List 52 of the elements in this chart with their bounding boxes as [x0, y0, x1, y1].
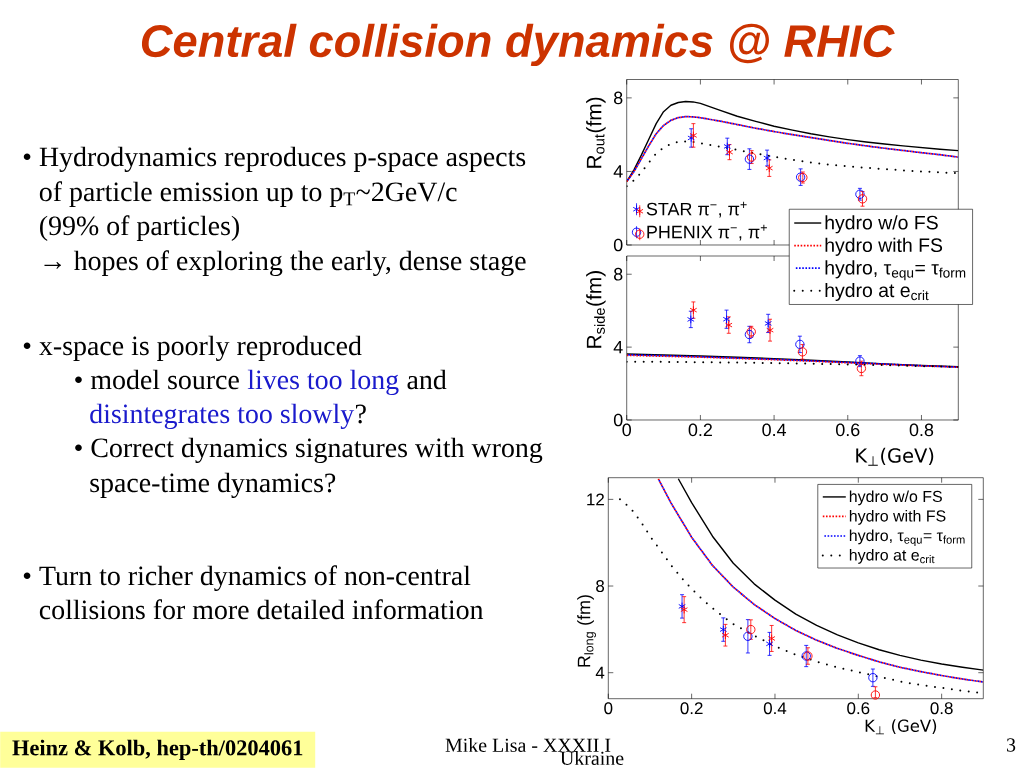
legend-label: hydro w/o FS [849, 490, 942, 506]
text: • Turn to richer dynamics of non-central [23, 565, 471, 592]
y-tick-label: 4 [613, 340, 623, 354]
legend-label: hydro, τ$_{equ}$= τ$_{form}$ [849, 529, 965, 546]
y-tick-label: 8 [614, 91, 623, 105]
text: and [407, 369, 447, 390]
legend-label: STAR π$^{−}$, π$^{+}$ [646, 201, 747, 218]
x-axis-title: K$_{⊥}$(GeV) [856, 447, 934, 466]
legend-label: hydro at e$_{crit}$ [849, 549, 935, 564]
text: of particle emission up to p$_{T}$~2GeV/c [39, 181, 457, 207]
x-axis-title: K$_{⊥}$ (GeV) [865, 719, 937, 735]
text: • x-space is poorly reproduced [23, 335, 362, 362]
legend-label: PHENIX π$^{−}$, π$^{+}$ [647, 224, 767, 241]
x-tick-label: 0.2 [688, 423, 712, 437]
text: • Correct dynamics signatures with wrong [75, 437, 543, 464]
text: lives too long [247, 369, 399, 396]
legend-label: hydro with FS [849, 509, 946, 525]
y-tick-label: 4 [613, 165, 623, 178]
text: • model source [75, 369, 239, 390]
text: Heinz & Kolb, hep-th/0204061 [12, 739, 303, 760]
legend-label: hydro at e$_{crit}$ [825, 282, 929, 302]
x-tick-label: 0.6 [847, 702, 870, 715]
x-tick-label: 0.8 [930, 702, 953, 715]
text: Ukraine [560, 750, 624, 765]
y-tick-label: 0 [613, 413, 623, 427]
x-tick-label: 0 [604, 702, 613, 715]
text: collisions for more detailed information [39, 599, 484, 620]
y-axis-title: R$_{side}$(fm) [586, 271, 606, 348]
text: (99% of particles) [40, 215, 239, 241]
x-tick-label: 0.4 [763, 702, 787, 715]
x-tick-label: 0.8 [909, 423, 934, 437]
text: space-time dynamics? [90, 472, 336, 499]
legend-label: hydro, τ$_{equ}$= τ$_{form}$ [825, 260, 966, 281]
legend-label: hydro w/o FS [825, 215, 938, 234]
y-tick-label: 12 [587, 493, 604, 506]
x-tick-label: 0.4 [762, 423, 787, 437]
text: Central collision dynamics @ RHIC [141, 23, 895, 67]
text: disintegrates too slowly [90, 403, 355, 430]
text: • Hydrodynamics reproduces p-space aspects [23, 146, 526, 173]
y-tick-label: 4 [595, 666, 605, 679]
y-tick-label: 0 [613, 238, 623, 252]
text: Mike Lisa - XXXII I [445, 737, 611, 752]
text: → hopes of exploring the early, dense stage [44, 250, 526, 277]
y-axis-title: R$_{out}$(fm) [586, 97, 606, 168]
x-tick-label: 0.6 [836, 423, 860, 437]
y-tick-label: 8 [614, 267, 623, 281]
text: ? [356, 404, 366, 424]
y-tick-label: 8 [596, 580, 605, 593]
y-axis-title: R$_{long}$ (fm) [577, 595, 596, 667]
legend-label: hydro with FS [825, 237, 943, 256]
text: 3 [1006, 738, 1016, 752]
x-tick-label: 0.2 [680, 702, 703, 715]
